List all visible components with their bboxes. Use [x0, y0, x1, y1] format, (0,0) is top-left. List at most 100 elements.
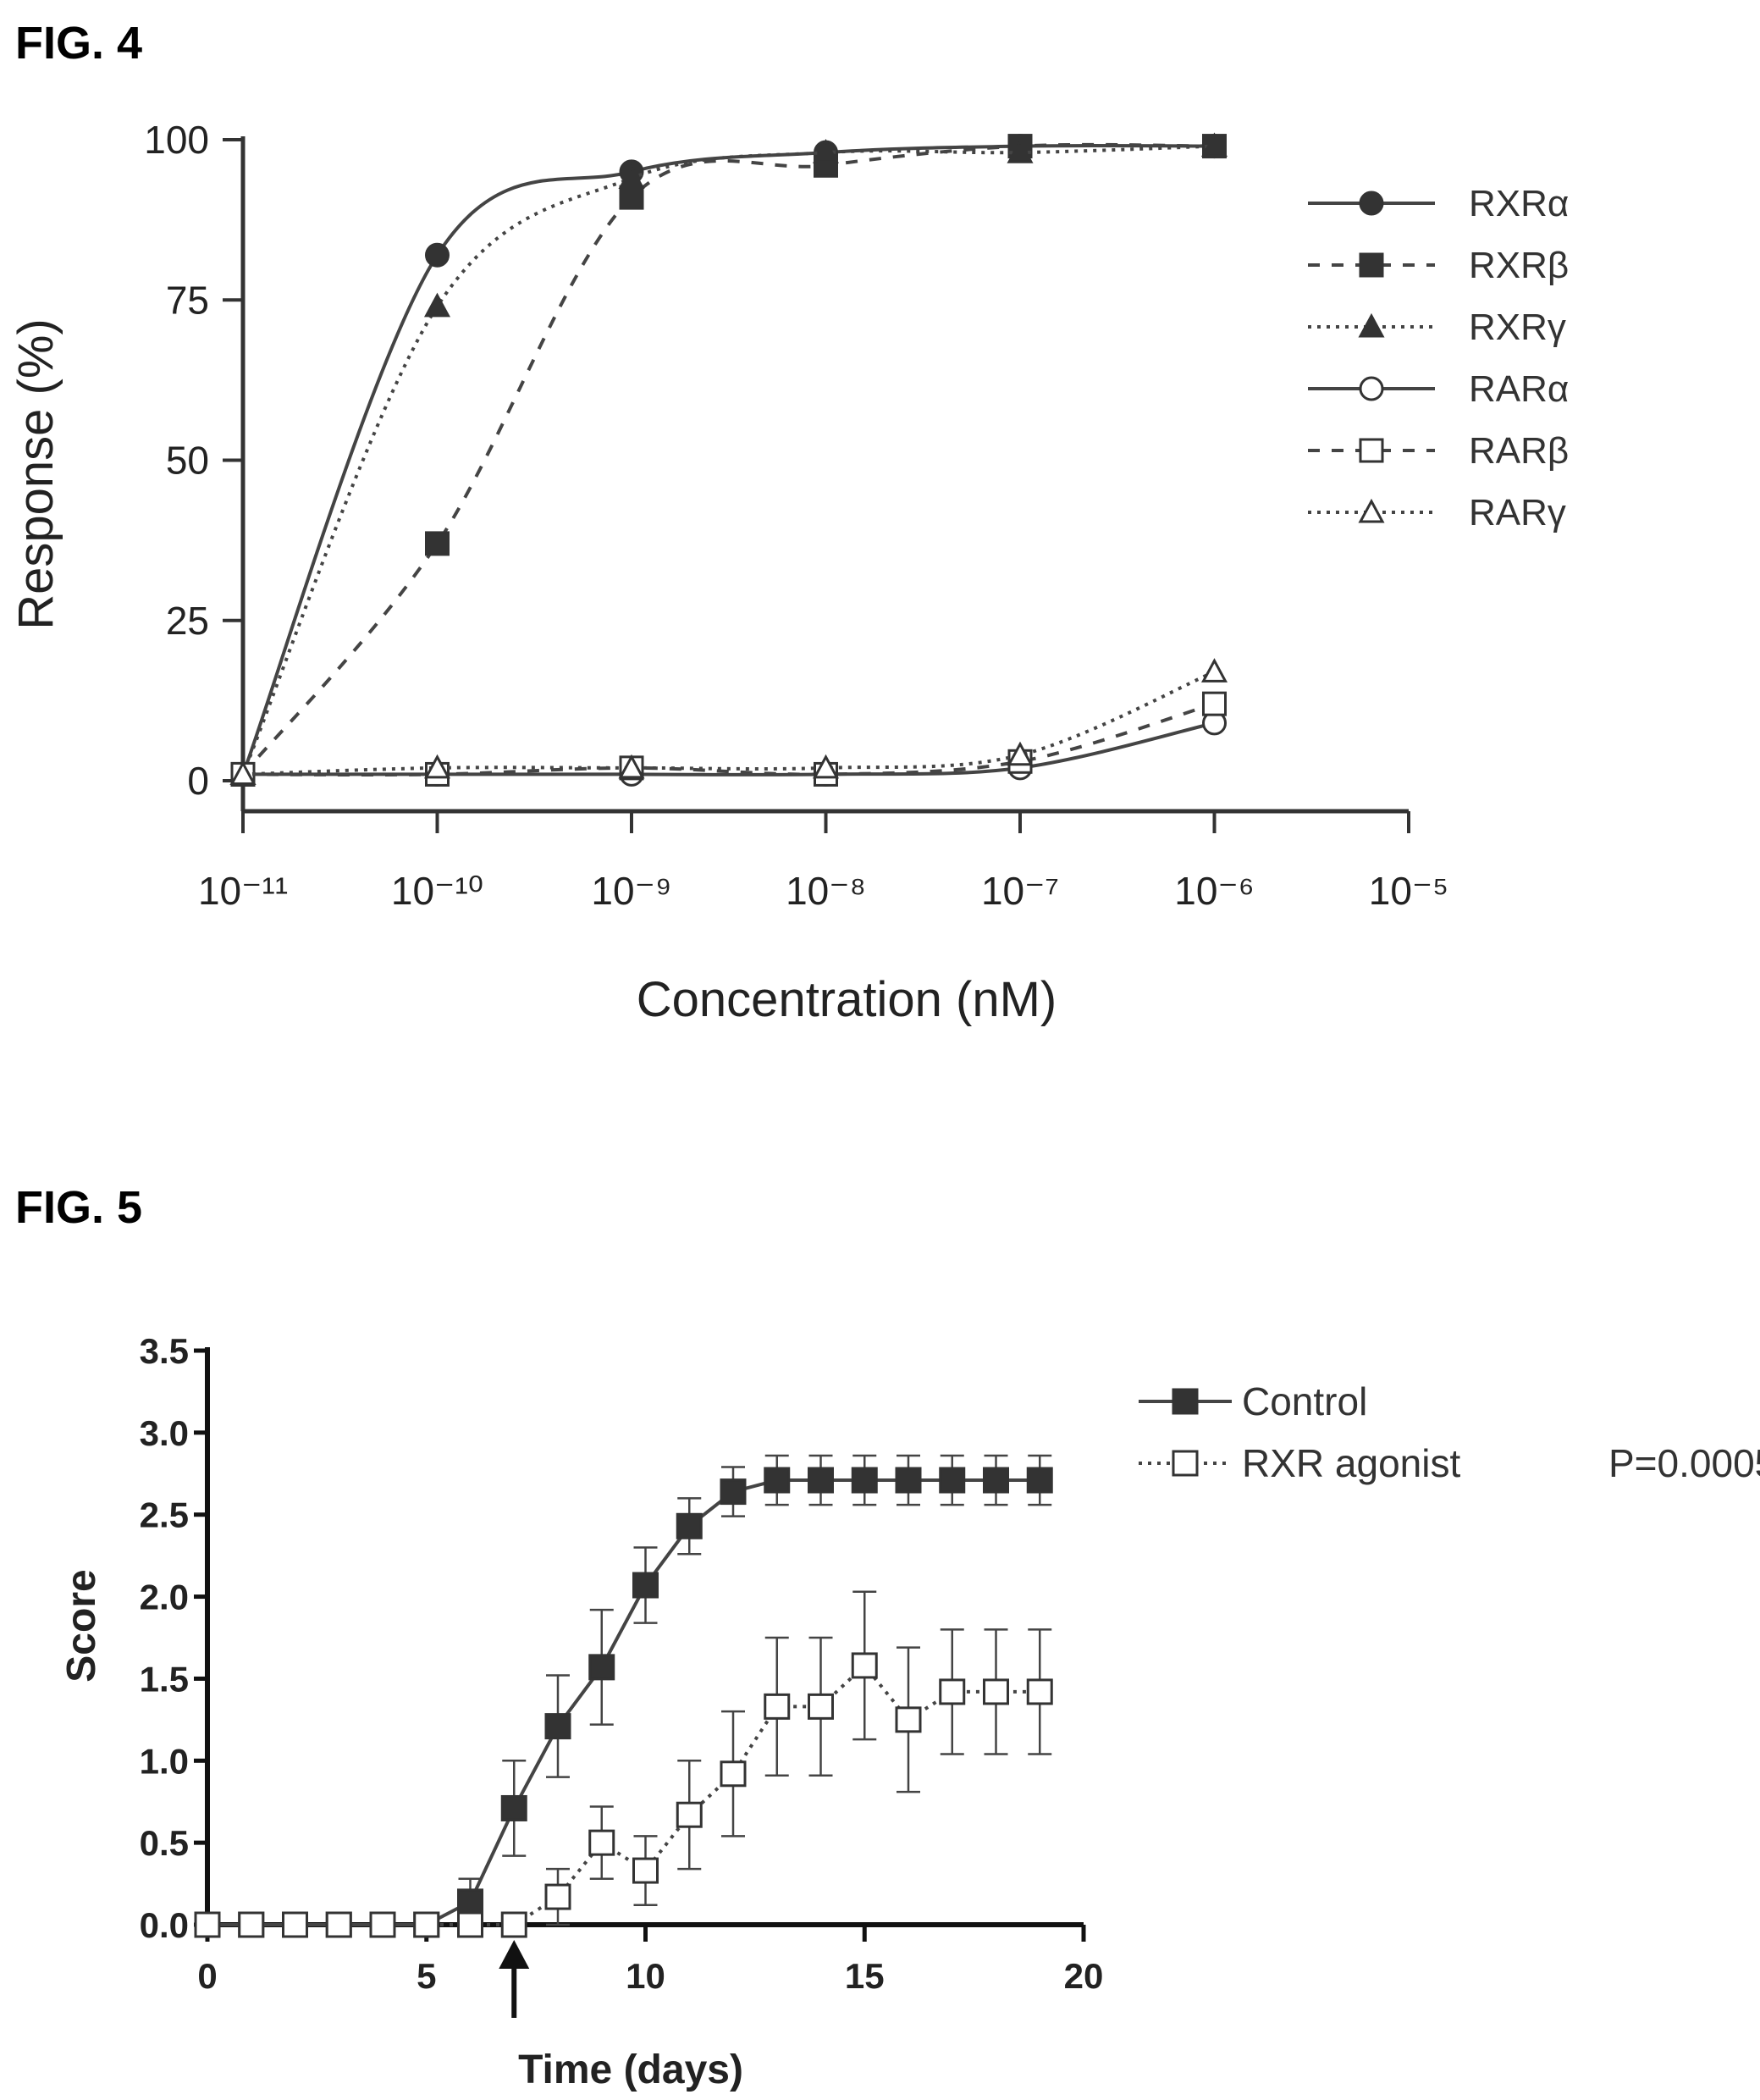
- fig4-x-tick-label: 10⁻¹¹: [198, 869, 288, 913]
- fig4-series-line: [242, 702, 1216, 776]
- fig5-data-point: [764, 1467, 791, 1494]
- fig5-data-point: [282, 1911, 308, 1938]
- fig5-legend-label: Control: [1242, 1379, 1367, 1423]
- fig4-legend-marker: [1358, 312, 1385, 338]
- fig5-y-tick-label: 2.5: [140, 1495, 189, 1535]
- fig5-legend-label: RXR agonist: [1242, 1441, 1460, 1485]
- fig5-series-line: [207, 1663, 1040, 1926]
- fig5-data-point: [851, 1652, 878, 1679]
- fig4-x-tick-label: 10⁻⁹: [591, 869, 671, 913]
- fig4-series-line: [242, 670, 1216, 776]
- fig4-legend-label: RARγ: [1469, 492, 1566, 533]
- fig4-y-tick-label: 100: [144, 118, 209, 162]
- fig5-plot-area: 0.0 0.5 1.0 1.5 2.0 2.5 3.0 3.5 0 5 10 15 20 Control R…: [140, 1331, 1760, 2018]
- fig4-data-point: [619, 185, 644, 210]
- fig5-y-tick-label: 1.0: [140, 1741, 189, 1781]
- fig4-data-point: [425, 531, 450, 556]
- fig5-y-tick-label: 3.5: [140, 1331, 189, 1371]
- fig5-data-point: [457, 1911, 483, 1938]
- fig5-x-tick-label: 0: [197, 1956, 217, 1996]
- fig5-data-point: [457, 1888, 483, 1915]
- fig4-data-point: [423, 754, 451, 779]
- figure-4-label: FIG. 4: [15, 18, 143, 69]
- fig4-legend-marker: [1359, 191, 1384, 216]
- fig5-data-point: [851, 1467, 878, 1494]
- fig4-x-tick-label: 10⁻¹⁰: [391, 869, 483, 913]
- fig4-data-point: [618, 164, 645, 189]
- fig5-x-tick-label: 5: [417, 1956, 436, 1996]
- fig4-data-point: [1007, 138, 1034, 163]
- fig4-legend-marker: [1359, 438, 1384, 463]
- fig5-y-tick-label: 2.0: [140, 1578, 189, 1617]
- fig5-legend-marker: [1172, 1450, 1199, 1477]
- fig5-data-point: [983, 1678, 1009, 1705]
- fig5-data-point: [369, 1911, 396, 1938]
- fig4-y-tick-label: 25: [166, 599, 209, 643]
- figure-4-chart: 0 25 50 75 100 10⁻¹¹ 10⁻¹⁰ 10⁻⁹ 10⁻⁸ 10⁻⁷ 10⁻⁶ 10⁻⁵…: [8, 118, 1569, 1027]
- fig5-data-point: [500, 1911, 527, 1938]
- fig5-data-point: [808, 1693, 834, 1720]
- fig4-y-tick-label: 0: [187, 759, 209, 803]
- fig5-data-point: [194, 1911, 221, 1938]
- fig5-data-point: [544, 1883, 571, 1910]
- fig4-legend-marker: [1359, 376, 1384, 401]
- fig5-data-point: [895, 1467, 922, 1494]
- fig4-plot-area: 0 25 50 75 100 10⁻¹¹ 10⁻¹⁰ 10⁻⁹ 10⁻⁸ 10⁻⁷ 10⁻⁶ 10⁻⁵…: [144, 118, 1569, 913]
- fig5-y-axis-title: Score: [59, 1569, 104, 1682]
- fig5-legend-marker: [1172, 1388, 1199, 1415]
- fig5-data-point: [1026, 1678, 1053, 1705]
- fig4-data-point: [1200, 132, 1228, 158]
- fig4-data-point: [423, 292, 451, 318]
- fig5-data-point: [632, 1572, 659, 1599]
- fig4-x-tick-label: 10⁻⁶: [1174, 869, 1254, 913]
- fig5-data-point: [500, 1794, 527, 1821]
- fig5-data-point: [676, 1512, 703, 1539]
- fig5-data-point: [1026, 1467, 1053, 1494]
- fig4-data-point: [425, 242, 450, 268]
- fig5-data-point: [413, 1911, 440, 1938]
- fig4-x-tick-label: 10⁻⁷: [981, 869, 1059, 913]
- fig5-data-point: [939, 1678, 966, 1705]
- fig5-data-point: [632, 1857, 659, 1884]
- fig5-y-tick-label: 0.0: [140, 1905, 189, 1945]
- fig4-legend-label: RXRα: [1469, 183, 1569, 224]
- fig4-data-point: [229, 760, 257, 785]
- fig5-data-point: [808, 1467, 834, 1494]
- fig5-data-point: [676, 1801, 703, 1828]
- fig5-x-axis-title: Time (days): [518, 2048, 743, 2092]
- fig5-data-point: [720, 1760, 747, 1788]
- fig5-y-tick-label: 1.5: [140, 1659, 189, 1699]
- fig4-legend-label: RARβ: [1469, 430, 1569, 472]
- fig5-data-point: [720, 1478, 747, 1506]
- fig4-legend-label: RXRβ: [1469, 245, 1569, 286]
- fig5-x-tick-label: 20: [1064, 1956, 1104, 1996]
- fig4-series-line: [241, 142, 1215, 776]
- fig4-legend-marker: [1359, 252, 1384, 278]
- fig5-data-point: [544, 1713, 571, 1740]
- fig5-y-tick-label: 0.5: [140, 1823, 189, 1863]
- fig4-y-tick-label: 50: [166, 439, 209, 483]
- fig4-y-tick-label: 75: [166, 278, 209, 322]
- fig5-x-tick-label: 10: [626, 1956, 665, 1996]
- fig4-data-point: [618, 754, 645, 779]
- fig5-arrow-head: [499, 1940, 530, 1969]
- fig5-y-tick-label: 3.0: [140, 1413, 189, 1453]
- fig5-data-point: [764, 1693, 791, 1720]
- fig5-legend-pvalue: P=0.0005: [1608, 1441, 1760, 1485]
- fig4-x-tick-label: 10⁻⁸: [786, 869, 866, 913]
- fig4-data-point: [1200, 658, 1228, 682]
- fig5-data-point: [238, 1911, 265, 1938]
- fig4-x-axis-title: Concentration (nM): [637, 972, 1057, 1027]
- fig5-data-point: [325, 1911, 352, 1938]
- fig4-legend-label: RARα: [1469, 368, 1569, 410]
- fig4-x-tick-label: 10⁻⁵: [1369, 869, 1449, 913]
- fig4-legend-label: RXRγ: [1469, 307, 1566, 348]
- fig4-data-point: [1007, 741, 1034, 766]
- fig4-legend-marker: [1358, 498, 1385, 523]
- fig5-data-point: [588, 1654, 615, 1681]
- fig5-x-tick-label: 15: [845, 1956, 885, 1996]
- fig4-data-point: [1202, 691, 1227, 716]
- fig4-data-point: [812, 754, 840, 779]
- fig5-series-line: [207, 1478, 1040, 1926]
- fig4-y-axis-title: Response (%): [8, 318, 63, 629]
